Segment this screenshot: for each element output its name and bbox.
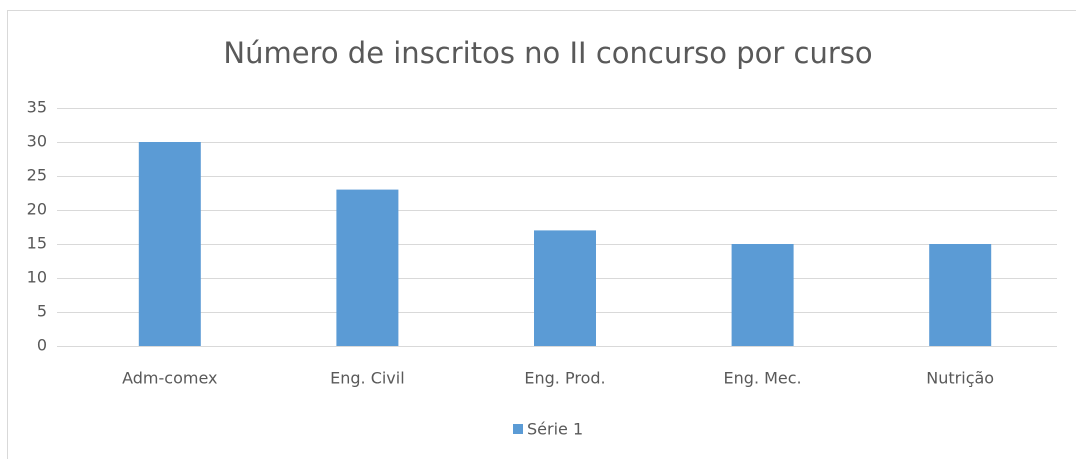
legend-swatch bbox=[513, 424, 523, 434]
bar bbox=[534, 230, 596, 346]
x-tick-label: Nutrição bbox=[926, 369, 994, 388]
bar bbox=[336, 189, 399, 346]
y-tick-label: 5 bbox=[37, 302, 47, 321]
y-tick-label: 10 bbox=[27, 268, 47, 287]
x-tick-label: Eng. Mec. bbox=[724, 369, 802, 388]
x-tick-label: Adm-comex bbox=[122, 369, 217, 388]
bar bbox=[731, 244, 794, 346]
y-tick-label: 25 bbox=[27, 166, 47, 185]
y-tick-label: 30 bbox=[27, 132, 47, 151]
legend-label: Série 1 bbox=[527, 420, 583, 439]
x-tick-label: Eng. Prod. bbox=[524, 369, 605, 388]
y-tick-label: 15 bbox=[27, 234, 47, 253]
chart-title: Número de inscritos no II concurso por c… bbox=[223, 36, 872, 70]
bar bbox=[138, 142, 201, 346]
x-tick-label: Eng. Civil bbox=[330, 369, 405, 388]
y-tick-label: 35 bbox=[27, 98, 47, 117]
y-tick-label: 0 bbox=[37, 336, 47, 355]
y-tick-label: 20 bbox=[27, 200, 47, 219]
bar bbox=[929, 244, 992, 346]
